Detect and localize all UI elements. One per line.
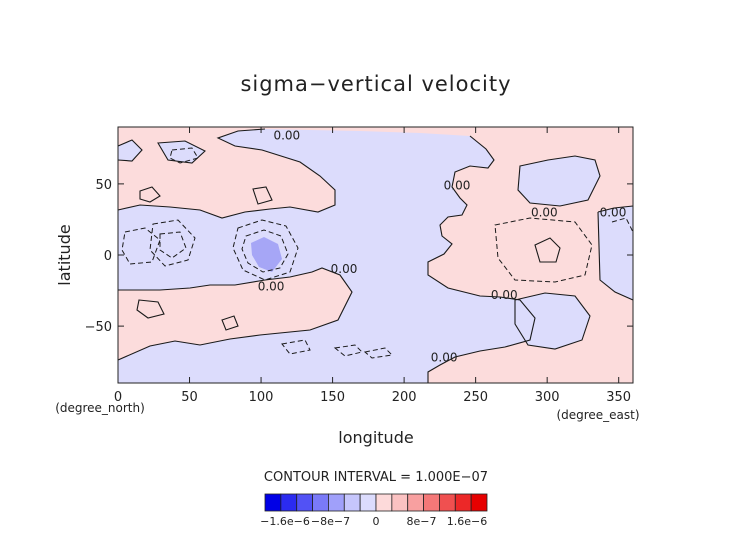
colorbar-segment: [264, 493, 282, 512]
contour-line: [333, 344, 363, 357]
contour-label: 0.00: [431, 350, 458, 364]
y-tick-label: 50: [95, 178, 112, 193]
contour-line: [157, 140, 206, 164]
x-axis: 0 50 100 150 200 250 300 350: [114, 127, 631, 405]
negative-region-southeast: [515, 293, 590, 349]
y-tick-label: −50: [85, 320, 112, 335]
contour-line: [281, 339, 311, 355]
chart-title: sigma−vertical velocity: [240, 72, 511, 96]
y-unit-label: (degree_north): [55, 401, 145, 415]
colorbar-label: 8e−7: [407, 515, 437, 528]
contour-line: [149, 219, 196, 267]
contour-line: [139, 186, 161, 203]
x-tick-label: 200: [392, 390, 417, 405]
contour-label: 0.00: [600, 205, 627, 219]
contour-label: 0.00: [258, 279, 285, 293]
colorbar-segment: [312, 493, 329, 512]
contour-lines-dashed: [121, 147, 634, 359]
contour-line: [169, 147, 199, 164]
contour-line: [597, 211, 634, 301]
negative-regions: [118, 129, 633, 383]
contour-lines: [117, 128, 634, 383]
contour-line: [241, 229, 289, 273]
negative-region-north-island: [158, 141, 205, 163]
strong-negative-core: [251, 237, 282, 272]
contour-labels: 0.00 0.00 0.00 0.00 0.00 0.00 0.00 0.00: [258, 129, 627, 365]
contour-line: [136, 299, 165, 319]
contour-line: [221, 315, 239, 331]
colorbar-label: 1.6e−6: [447, 515, 487, 528]
colorbar: −1.6e−6 −8e−7 0 8e−7 1.6e−6: [260, 493, 488, 528]
contour-line: [117, 139, 143, 162]
colorbar-label: −1.6e−6: [260, 515, 310, 528]
colorbar-segment: [296, 493, 313, 512]
contour-line: [611, 217, 634, 233]
contour-interval-text: CONTOUR INTERVAL = 1.000E−07: [264, 470, 488, 485]
colorbar-segment: [328, 493, 345, 512]
contour-line: [117, 267, 353, 361]
contour-line: [117, 128, 336, 219]
contour-label: 0.00: [331, 262, 358, 276]
negative-region-north-west: [118, 140, 142, 161]
contour-label: 0.00: [273, 129, 300, 143]
x-tick-label: 150: [320, 390, 345, 405]
colorbar-segment: [280, 493, 298, 512]
colorbar-segment: [359, 493, 377, 512]
y-axis: −50 0 50: [85, 178, 633, 335]
colorbar-segment: [375, 493, 393, 512]
x-tick-label: 50: [181, 390, 198, 405]
negative-region-eastern: [598, 206, 633, 300]
contour-line: [232, 219, 299, 281]
plot-area: 0.00 0.00 0.00 0.00 0.00 0.00 0.00 0.00: [117, 126, 634, 384]
contour-label: 0.00: [444, 178, 471, 192]
colorbar-label: 0: [373, 515, 380, 528]
y-tick-label: 0: [104, 249, 112, 264]
x-tick-label: 350: [606, 390, 631, 405]
x-tick-label: 300: [535, 390, 560, 405]
x-tick-label: 0: [114, 390, 122, 405]
x-unit-label: (degree_east): [556, 408, 639, 422]
colorbar-segment: [343, 493, 361, 512]
colorbar-segment: [470, 493, 488, 512]
colorbar-segment: [423, 493, 440, 512]
contour-label: 0.00: [491, 288, 518, 302]
contour-line: [514, 292, 591, 350]
x-tick-label: 250: [463, 390, 488, 405]
colorbar-label: −8e−7: [311, 515, 350, 528]
x-tick-label: 100: [249, 390, 274, 405]
contour-line: [597, 205, 634, 213]
contour-line: [427, 135, 536, 383]
contour-line: [252, 186, 273, 205]
x-axis-label: longitude: [338, 428, 413, 447]
negative-region-central: [118, 129, 535, 383]
contour-label: 0.00: [531, 205, 558, 219]
contour-line: [494, 217, 593, 283]
colorbar-segment: [439, 493, 456, 512]
colorbar-segment: [391, 493, 409, 512]
contour-line: [159, 231, 187, 259]
contour-line: [534, 237, 561, 263]
y-axis-label: latitude: [55, 224, 74, 285]
colorbar-segment: [454, 493, 472, 512]
negative-region-northeast: [518, 156, 600, 206]
colorbar-segment: [407, 493, 424, 512]
contour-line: [121, 227, 161, 265]
contour-line: [517, 155, 601, 207]
